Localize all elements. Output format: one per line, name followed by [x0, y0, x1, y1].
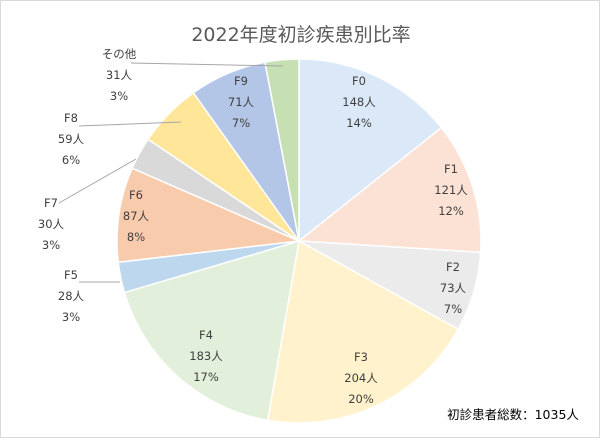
slice-label-f0: F0 148人 14%	[342, 74, 376, 130]
slice-label-f1: F1 121人 12%	[434, 162, 468, 218]
slice-label-f3: F3 204人 20%	[344, 350, 378, 406]
slice-label-f6: F6 87人 8%	[123, 188, 150, 244]
slice-label-f8: F8 59人 6%	[58, 111, 85, 167]
pie-slice-f6	[116, 167, 302, 264]
leader-line-f7	[58, 158, 137, 204]
slice-label-f5: F5 28人 3%	[58, 268, 85, 324]
slice-label-other: その他 31人 3%	[102, 47, 137, 103]
leader-line-f8	[78, 121, 182, 127]
pie-slice-f3	[266, 239, 460, 424]
slice-labels: F0 148人 14% F1 121人 12% F2 73人 7% F3 204人 20% F4 183人…	[38, 47, 468, 406]
pie-slice-f4	[123, 239, 300, 422]
pie-slices	[116, 58, 482, 424]
pie-slice-f0	[298, 58, 443, 243]
pie-slice-f1	[297, 126, 482, 254]
slice-label-f4: F4 183人 17%	[189, 328, 223, 384]
leader-lines	[58, 62, 284, 283]
slice-label-f7: F7 30人 3%	[38, 196, 65, 252]
pie-slice-other	[264, 58, 300, 242]
total-patients-label: 初診患者総数：1035人	[447, 407, 579, 422]
chart-title: 2022年度初診疾患別比率	[191, 24, 410, 46]
slice-label-f9: F9 71人 7%	[228, 74, 255, 130]
leader-line-other	[130, 62, 284, 67]
slice-label-f2: F2 73人 7%	[440, 260, 467, 316]
